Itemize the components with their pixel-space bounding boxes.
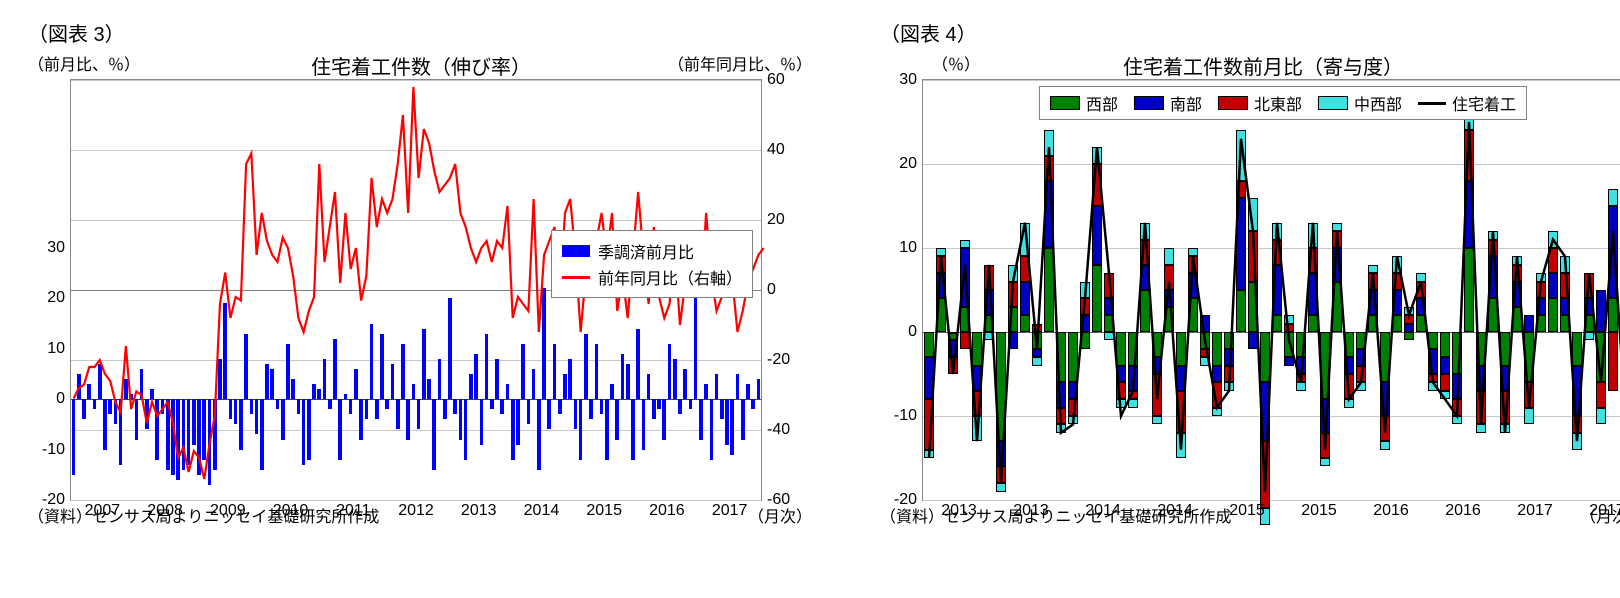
legend-swatch-south bbox=[1134, 96, 1164, 110]
legend-label-northeast: 北東部 bbox=[1254, 91, 1302, 115]
chart3-panel: （図表 3） （前月比、％） 住宅着工件数（伸び率） （前年同月比、％） -20… bbox=[10, 10, 832, 588]
chart3-xunit: （月次） bbox=[748, 503, 812, 527]
chart3-yr-tick: 60 bbox=[761, 71, 785, 89]
chart3-yl-tick: 0 bbox=[56, 390, 71, 408]
legend-label-line: 前年同月比（右軸） bbox=[598, 265, 742, 289]
legend-swatch-northeast bbox=[1218, 96, 1248, 110]
chart3-yr-tick: -20 bbox=[761, 351, 790, 369]
chart3-yr-tick: -40 bbox=[761, 421, 790, 439]
chart3-source: （資料）センサス局よりニッセイ基礎研究所作成 bbox=[28, 509, 379, 526]
chart3-legend: 季調済前月比 前年同月比（右軸） bbox=[551, 230, 753, 298]
chart4-ytick: 30 bbox=[899, 71, 923, 89]
chart3-yr-tick: 40 bbox=[761, 141, 785, 159]
chart4-fig-label: （図表 4） bbox=[880, 18, 1620, 47]
legend-label-west: 西部 bbox=[1086, 91, 1118, 115]
chart3-plot: -20-100102030 -60-40-200204060 200720082… bbox=[70, 79, 762, 501]
legend-swatch-line bbox=[562, 276, 590, 279]
chart4-total-line bbox=[923, 80, 1620, 500]
chart4-ytick: 0 bbox=[908, 323, 923, 341]
legend-label-midwest: 中西部 bbox=[1354, 91, 1402, 115]
chart4-ytick: 10 bbox=[899, 239, 923, 257]
chart4-xunit: （月次） bbox=[1580, 503, 1620, 527]
chart4-ytick: -10 bbox=[894, 407, 923, 425]
chart4-panel: （図表 4） （％） 住宅着工件数前月比（寄与度） -20-100102030 … bbox=[862, 10, 1620, 588]
chart4-plot: -20-100102030 20132013201420142015201520… bbox=[922, 79, 1620, 501]
legend-label-south: 南部 bbox=[1170, 91, 1202, 115]
chart4-title: 住宅着工件数前月比（寄与度） bbox=[862, 51, 1620, 80]
legend-swatch-west bbox=[1050, 96, 1080, 110]
chart3-yl-tick: -10 bbox=[42, 441, 71, 459]
chart4-source: （資料）センサス局よりニッセイ基礎研究所作成 bbox=[880, 509, 1231, 526]
chart3-fig-label: （図表 3） bbox=[28, 18, 832, 47]
legend-swatch-midwest bbox=[1318, 96, 1348, 110]
legend-swatch-total bbox=[1418, 102, 1446, 105]
chart4-legend: 西部 南部 北東部 中西部 住宅着工 bbox=[1039, 86, 1527, 120]
legend-swatch-bar bbox=[562, 245, 590, 257]
chart3-yl-tick: 20 bbox=[47, 289, 71, 307]
chart3-yr-tick: 0 bbox=[761, 281, 776, 299]
chart3-yr-tick: 20 bbox=[761, 211, 785, 229]
chart3-yl-tick: 10 bbox=[47, 340, 71, 358]
chart3-yl-tick: 30 bbox=[47, 239, 71, 257]
chart3-yright-label: （前年同月比、％） bbox=[668, 51, 812, 75]
chart4-ytick: 20 bbox=[899, 155, 923, 173]
legend-label-total: 住宅着工 bbox=[1452, 91, 1516, 115]
legend-label-bar: 季調済前月比 bbox=[598, 239, 694, 263]
